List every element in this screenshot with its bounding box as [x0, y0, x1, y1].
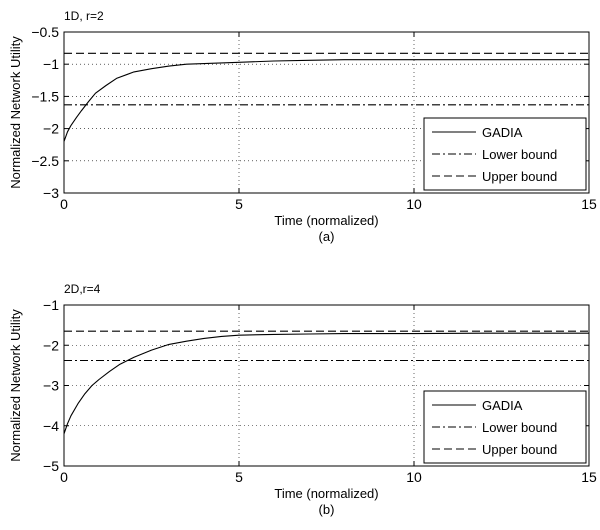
x-tick-label: 0 — [60, 469, 68, 485]
x-tick-label: 0 — [60, 196, 68, 212]
y-tick-label: −1.5 — [31, 88, 59, 104]
legend-label: GADIA — [482, 398, 523, 413]
y-tick-label: −4 — [43, 418, 59, 434]
legend-label: Upper bound — [482, 169, 557, 184]
y-axis-label: Normalized Network Utility — [8, 36, 23, 189]
x-tick-label: 10 — [406, 469, 422, 485]
x-tick-label: 5 — [235, 196, 243, 212]
figure-caption: (a) — [319, 229, 335, 244]
y-tick-label: −3 — [43, 378, 59, 394]
x-axis-label: Time (normalized) — [274, 213, 378, 228]
y-tick-label: −1 — [43, 56, 59, 72]
legend-label: Upper bound — [482, 442, 557, 457]
x-tick-label: 10 — [406, 196, 422, 212]
x-tick-label: 5 — [235, 469, 243, 485]
y-tick-label: −5 — [43, 458, 59, 474]
x-axis-label: Time (normalized) — [274, 486, 378, 501]
chart-title: 1D, r=2 — [64, 9, 104, 23]
x-tick-label: 15 — [581, 196, 597, 212]
chart-panel-a: 0 5 10 15 −0.5 −1 −1.5 −2 −2.5 −3 1D, r=2 Time (nor… — [8, 9, 597, 244]
chart-title: 2D,r=4 — [64, 282, 101, 296]
legend-label: Lower bound — [482, 147, 557, 162]
y-tick-label: −2 — [43, 337, 59, 353]
figure-caption: (b) — [319, 502, 335, 517]
series-line-gadia — [63, 59, 589, 142]
legend-label: Lower bound — [482, 420, 557, 435]
y-tick-label: −0.5 — [31, 24, 59, 40]
chart-panel-b: 0 5 10 15 −1 −2 −3 −4 −5 2D,r=4 Time (normalized)(… — [8, 282, 597, 517]
series-line-gadia — [63, 332, 589, 434]
axes-frame — [63, 31, 590, 194]
x-tick-label: 15 — [581, 469, 597, 485]
y-tick-label: −1 — [43, 297, 59, 313]
y-axis-label: Normalized Network Utility — [8, 309, 23, 462]
y-tick-label: −3 — [43, 185, 59, 201]
y-tick-label: −2.5 — [31, 153, 59, 169]
legend-label: GADIA — [482, 125, 523, 140]
y-tick-label: −2 — [43, 121, 59, 137]
